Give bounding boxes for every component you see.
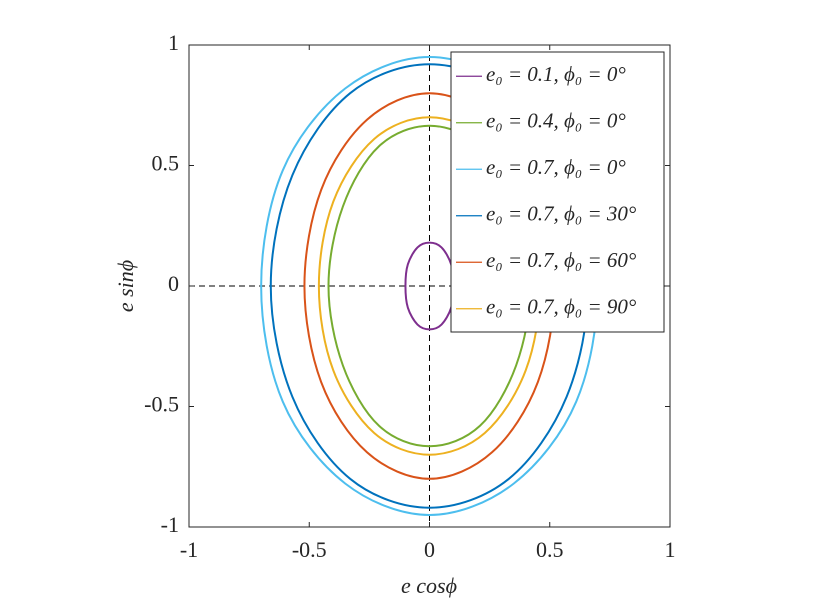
y-tick-label: -1 xyxy=(161,512,179,537)
legend-label: e₀ = 0.7, ϕ₀ = 30° xyxy=(486,202,637,226)
y-tick-label: 0 xyxy=(168,271,179,296)
y-tick-label: -0.5 xyxy=(144,392,179,417)
x-tick-label: -1 xyxy=(180,537,198,562)
y-axis-label: e sinϕ xyxy=(113,260,138,312)
y-tick-label: 1 xyxy=(168,30,179,55)
legend-label: e₀ = 0.4, ϕ₀ = 0° xyxy=(486,109,626,133)
curve xyxy=(404,241,455,331)
legend-label: e₀ = 0.7, ϕ₀ = 60° xyxy=(486,248,637,272)
legend-label: e₀ = 0.7, ϕ₀ = 0° xyxy=(486,155,626,179)
x-tick-label: -0.5 xyxy=(292,537,327,562)
x-tick-label: 1 xyxy=(665,537,676,562)
x-tick-label: 0 xyxy=(424,537,435,562)
x-tick-label: 0.5 xyxy=(536,537,564,562)
y-tick-label: 0.5 xyxy=(152,151,180,176)
legend-label: e₀ = 0.7, ϕ₀ = 90° xyxy=(486,295,637,319)
legend-label: e₀ = 0.1, ϕ₀ = 0° xyxy=(486,62,626,86)
x-axis-label: e cosϕ xyxy=(401,573,457,598)
legend-box xyxy=(450,51,665,333)
